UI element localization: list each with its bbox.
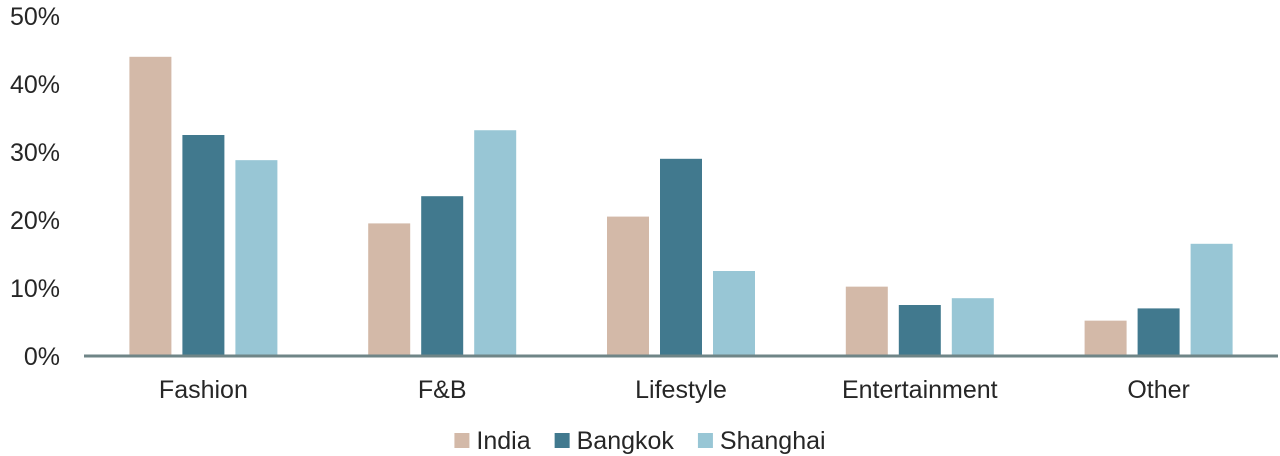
category-label: Fashion [159, 376, 248, 404]
bar-bangkok-entertainment [898, 305, 941, 356]
y-tick-label: 50% [10, 3, 60, 31]
bar-shanghai-entertainment [951, 298, 994, 356]
y-tick-label: 20% [10, 207, 60, 235]
category-label: Entertainment [842, 376, 998, 404]
y-tick-label: 10% [10, 275, 60, 303]
y-tick-label: 0% [24, 343, 60, 371]
bar-bangkok-fashion [182, 135, 225, 356]
bar-india-entertainment [845, 286, 888, 356]
bar-india-lifestyle [607, 216, 649, 356]
legend: India Bangkok Shanghai [454, 427, 826, 455]
y-tick-label: 40% [10, 71, 60, 99]
bar-india-other [1084, 320, 1127, 356]
bar-bangkok-f-b [421, 196, 464, 356]
bar-shanghai-lifestyle [713, 271, 755, 356]
legend-swatch-shanghai [697, 433, 713, 448]
legend-swatch-india [454, 433, 470, 448]
bars [129, 56, 1233, 357]
category-label: Other [1127, 376, 1190, 404]
category-label: Lifestyle [635, 376, 727, 404]
legend-swatch-bangkok [554, 433, 570, 448]
bar-shanghai-f-b [474, 130, 517, 356]
bar-shanghai-other [1190, 243, 1233, 356]
bar-india-f-b [368, 223, 411, 356]
category-labels: Fashion F&B Lifestyle Entertainment Other [159, 376, 1190, 404]
legend-label-india: India [476, 427, 530, 455]
bar-bangkok-other [1137, 308, 1180, 356]
bar-india-fashion [129, 56, 172, 357]
legend-label-bangkok: Bangkok [577, 427, 675, 455]
y-tick-label: 30% [10, 139, 60, 167]
bar-shanghai-fashion [235, 160, 278, 356]
category-label: F&B [418, 376, 467, 404]
y-axis-ticks: 0% 10% 20% 30% 40% 50% [10, 3, 60, 371]
legend-label-shanghai: Shanghai [720, 427, 826, 455]
bar-bangkok-lifestyle [660, 158, 702, 356]
